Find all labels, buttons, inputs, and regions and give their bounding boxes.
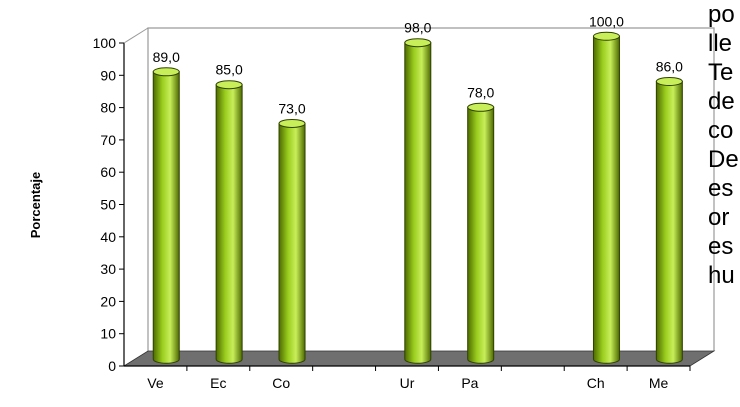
data-label: 98,0 <box>404 20 431 36</box>
y-tick-label: 100 <box>93 35 117 51</box>
y-tick-label: 50 <box>100 197 116 213</box>
y-tick-label: 70 <box>100 132 116 148</box>
bar-top <box>404 38 432 48</box>
side-text-line: De <box>708 146 739 173</box>
bar-ec <box>215 80 243 364</box>
chart-back-wall <box>147 27 715 351</box>
bar-top <box>278 118 306 128</box>
bar-top <box>215 80 243 90</box>
y-tick-label: 40 <box>100 229 116 245</box>
x-tick-label: Ur <box>400 375 415 391</box>
y-tick-labels: 0 10 20 30 40 50 60 70 80 90 100 <box>93 35 117 374</box>
side-text-line: es <box>708 233 734 260</box>
data-labels: 89,0 85,0 73,0 98,0 78,0 100,0 86,0 <box>153 13 684 116</box>
back-wall-outline <box>147 27 715 351</box>
side-text-line: es <box>708 175 734 202</box>
y-tick-label: 20 <box>100 293 116 309</box>
side-text-line: po <box>708 1 735 28</box>
bar-ve <box>152 67 180 364</box>
x-tick-label: Ec <box>210 375 226 391</box>
side-text-line: de <box>708 88 735 115</box>
bar-body <box>278 122 306 364</box>
data-label: 73,0 <box>278 100 305 116</box>
y-tick-label: 30 <box>100 261 116 277</box>
y-tick-label: 90 <box>100 67 116 83</box>
x-tick-label: Me <box>649 375 669 391</box>
side-text-line: co <box>708 117 734 144</box>
y-tick-label: 80 <box>100 100 116 116</box>
bar-ur <box>404 38 432 364</box>
y-tick-label: 60 <box>100 164 116 180</box>
y-tick-label: 10 <box>100 326 116 342</box>
bar-top <box>467 102 495 112</box>
data-label: 86,0 <box>656 58 683 74</box>
y-axis-depth-line <box>123 27 149 44</box>
bar-top <box>152 67 180 77</box>
side-text-line: hu <box>708 262 735 289</box>
side-text-fragment: po lle Te de co De es or es hu <box>708 0 740 290</box>
bar-pa <box>467 102 495 364</box>
bar-body <box>152 71 180 364</box>
side-text-line: Te <box>708 59 734 86</box>
data-label: 100,0 <box>589 13 624 29</box>
bar-body <box>215 84 243 364</box>
side-text-line: lle <box>708 30 733 57</box>
y-tick-label: 0 <box>108 358 116 374</box>
bar-ch <box>592 31 620 364</box>
bar-me <box>655 76 683 364</box>
x-tick-label: Pa <box>461 375 478 391</box>
x-tick-label: Ve <box>147 375 164 391</box>
x-tick-label: Ch <box>587 375 605 391</box>
bar-co <box>278 118 306 364</box>
bar-body <box>655 80 683 364</box>
data-label: 89,0 <box>153 49 180 65</box>
bar-body <box>592 35 620 364</box>
x-tick-labels: Ve Ec Co Ur Pa Ch Me <box>147 366 691 391</box>
y-axis <box>119 27 149 367</box>
bar-body <box>404 42 432 364</box>
data-label: 78,0 <box>467 84 494 100</box>
side-text-line: or <box>708 204 730 231</box>
y-axis-label: Porcentaje <box>28 172 43 238</box>
bar-top <box>592 31 620 41</box>
data-label: 85,0 <box>216 62 243 78</box>
bars <box>152 31 683 364</box>
bar-top <box>655 76 683 86</box>
x-tick-label: Co <box>272 375 290 391</box>
bar-body <box>467 106 495 364</box>
